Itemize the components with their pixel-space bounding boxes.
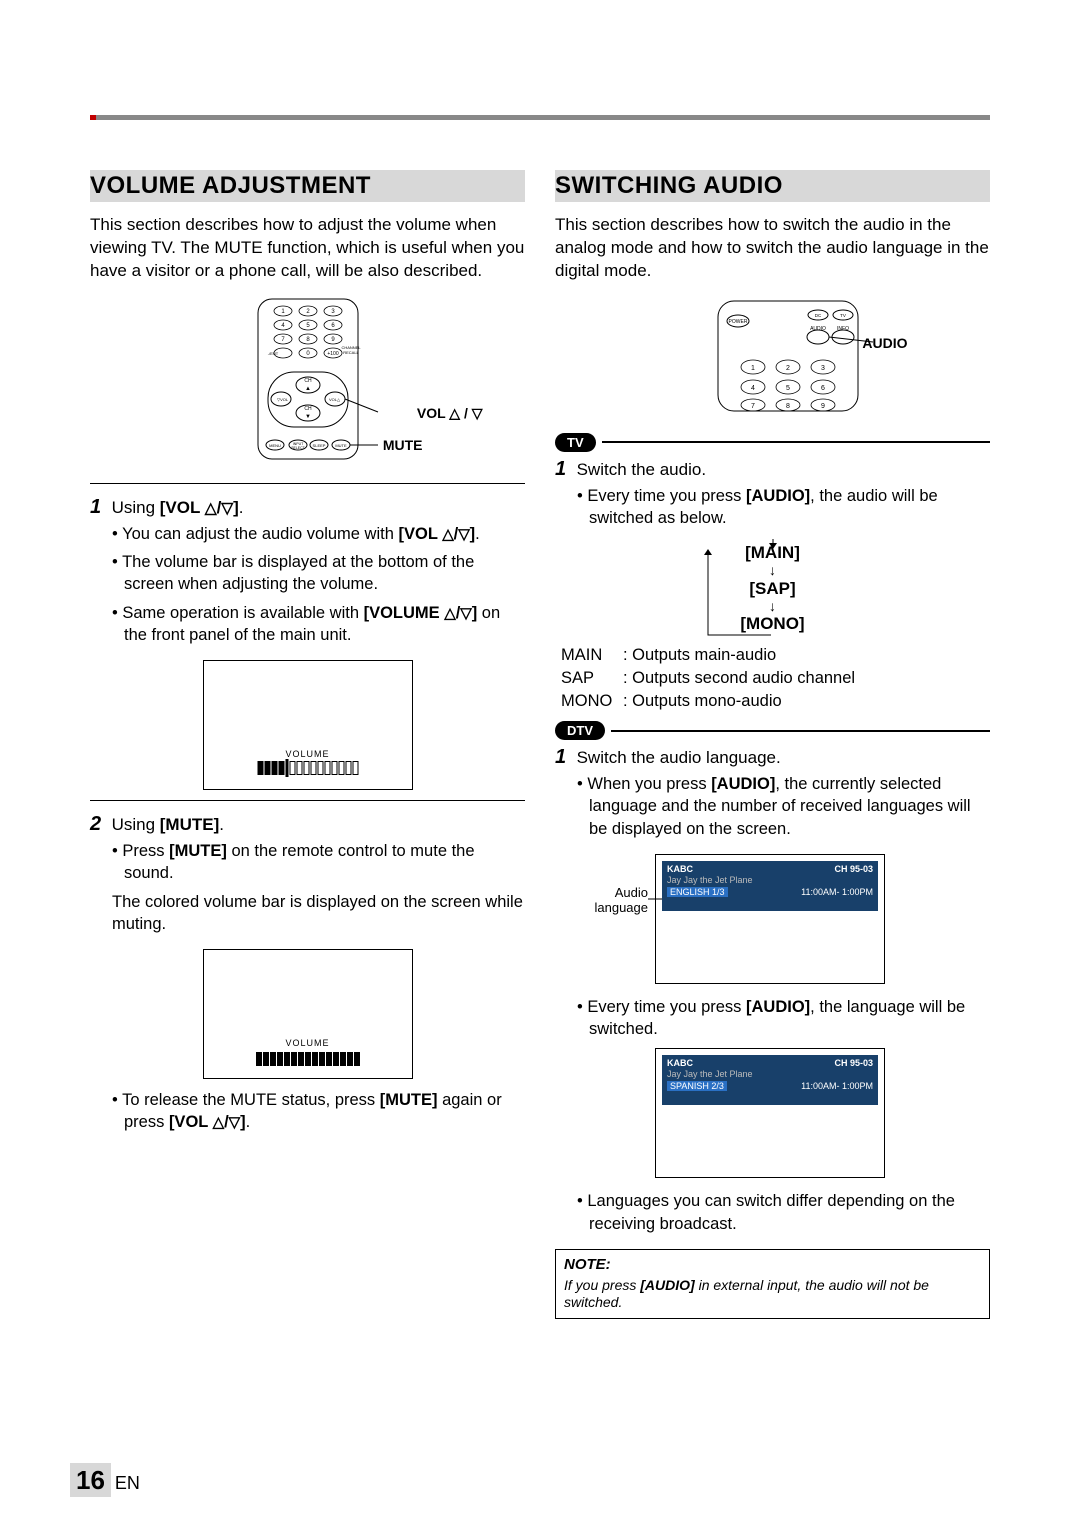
audio-button-label: AUDIO <box>862 335 907 351</box>
bullet: Every time you press [AUDIO], the langua… <box>577 996 990 1041</box>
svg-text:0: 0 <box>306 351 310 357</box>
page-number: 16EN <box>70 1465 140 1496</box>
svg-text:MUTE: MUTE <box>335 443 347 448</box>
svg-text:▲: ▲ <box>305 386 311 392</box>
svg-text:RECALL: RECALL <box>343 350 359 355</box>
osd-side-label: Audio language <box>578 885 648 916</box>
svg-text:3: 3 <box>331 309 335 315</box>
bullet: The volume bar is displayed at the botto… <box>112 551 525 596</box>
mute-bar-screen: VOLUME <box>203 949 413 1079</box>
svg-text:5: 5 <box>786 385 790 392</box>
audio-definitions: MAIN: Outputs main-audio SAP: Outputs se… <box>561 644 990 713</box>
volume-bar <box>257 761 358 777</box>
svg-text:▼: ▼ <box>305 414 311 420</box>
svg-text:VOL△: VOL△ <box>329 397 341 402</box>
divider <box>90 800 525 801</box>
tv-badge-row: TV <box>555 433 990 452</box>
svg-text:8: 8 <box>786 403 790 410</box>
bullet: Languages you can switch differ dependin… <box>577 1190 990 1235</box>
tv-badge: TV <box>555 433 596 452</box>
mute-bar <box>256 1052 360 1066</box>
svg-text:-/ENT: -/ENT <box>267 351 278 356</box>
svg-text:7: 7 <box>281 337 285 343</box>
mute-text: The colored volume bar is displayed on t… <box>112 891 525 936</box>
step-number: 1 <box>555 458 566 480</box>
svg-text:1: 1 <box>281 309 285 315</box>
svg-text:7: 7 <box>751 403 755 410</box>
osd-screen-2: KABCCH 95-03 Jay Jay the Jet Plane SPANI… <box>655 1048 885 1178</box>
svg-text:CH: CH <box>304 406 312 412</box>
step-number: 2 <box>90 813 101 835</box>
svg-text:6: 6 <box>331 323 335 329</box>
svg-text:AUDIO: AUDIO <box>810 326 826 332</box>
bullet: You can adjust the audio volume with [VO… <box>112 523 525 545</box>
svg-text:1: 1 <box>751 365 755 372</box>
audio-cycle: [MAIN] ↓ [SAP] ↓ [MONO] <box>703 543 843 633</box>
svg-text:SELECT: SELECT <box>291 446 305 450</box>
svg-text:INFO: INFO <box>837 326 849 332</box>
dtv-step-1: 1 Switch the audio language. When you pr… <box>555 746 990 840</box>
svg-text:6: 6 <box>821 385 825 392</box>
dtv-badge-row: DTV <box>555 721 990 740</box>
svg-text:5: 5 <box>306 323 310 329</box>
step-2-mute: 2 Using [MUTE]. Press [MUTE] on the remo… <box>90 813 525 935</box>
svg-text:POWER: POWER <box>728 319 747 325</box>
svg-text:9: 9 <box>331 337 335 343</box>
svg-text:MENU: MENU <box>269 443 281 448</box>
svg-text:8: 8 <box>306 337 310 343</box>
audio-title: SWITCHING AUDIO <box>555 170 990 202</box>
svg-text:+100: +100 <box>327 351 338 357</box>
bullet: To release the MUTE status, press [MUTE]… <box>112 1089 525 1134</box>
svg-text:2: 2 <box>786 365 790 372</box>
volume-title: VOLUME ADJUSTMENT <box>90 170 525 202</box>
dtv-badge: DTV <box>555 721 605 740</box>
step-number: 1 <box>90 496 101 518</box>
svg-text:4: 4 <box>751 385 755 392</box>
remote-audio-diagram: POWER DC TV AUDIO INFO 1 2 3 4 5 6 7 8 9 <box>555 297 990 417</box>
osd-screen-1: Audio language KABCCH 95-03 Jay Jay the … <box>655 854 885 984</box>
bullet: When you press [AUDIO], the currently se… <box>577 773 990 840</box>
volume-bar-screen: VOLUME <box>203 660 413 790</box>
step-head: Using Using [VOL △/▽].[VOL /]. <box>112 498 244 517</box>
note-head: NOTE: <box>564 1256 981 1275</box>
volume-intro: This section describes how to adjust the… <box>90 214 525 283</box>
svg-text:3: 3 <box>821 365 825 372</box>
bullet: Press [MUTE] on the remote control to mu… <box>112 840 525 885</box>
vol-button-label: VOL △ / ▽ <box>417 405 483 422</box>
step-head: Switch the audio. <box>577 460 706 479</box>
svg-text:CH: CH <box>304 378 312 384</box>
left-column: VOLUME ADJUSTMENT This section describes… <box>90 170 525 1319</box>
tv-step-1: 1 Switch the audio. Every time you press… <box>555 458 990 530</box>
step-head: Switch the audio language. <box>577 748 781 767</box>
remote-volume-diagram: 1 2 3 4 5 6 7 8 9 -/ENT 0 +100 CHANNEL R… <box>90 297 525 467</box>
svg-text:DC: DC <box>814 313 821 318</box>
svg-text:SLEEP: SLEEP <box>312 443 325 448</box>
mute-button-label: MUTE <box>383 437 423 453</box>
volume-label: VOLUME <box>204 1038 412 1048</box>
svg-text:▽VOL: ▽VOL <box>277 397 289 402</box>
step-number: 1 <box>555 746 566 768</box>
note-box: NOTE: If you press [AUDIO] in external i… <box>555 1249 990 1319</box>
divider <box>90 483 525 484</box>
audio-intro: This section describes how to switch the… <box>555 214 990 283</box>
step-1-vol: 1 Using Using [VOL △/▽].[VOL /]. You can… <box>90 496 525 646</box>
right-column: SWITCHING AUDIO This section describes h… <box>555 170 990 1319</box>
svg-text:9: 9 <box>821 403 825 410</box>
volume-label: VOLUME <box>204 749 412 759</box>
svg-text:2: 2 <box>306 309 310 315</box>
bullet: Same operation is available with [VOLUME… <box>112 602 525 647</box>
bullet: Every time you press [AUDIO], the audio … <box>577 485 990 530</box>
svg-text:4: 4 <box>281 323 285 329</box>
svg-text:TV: TV <box>840 313 846 318</box>
